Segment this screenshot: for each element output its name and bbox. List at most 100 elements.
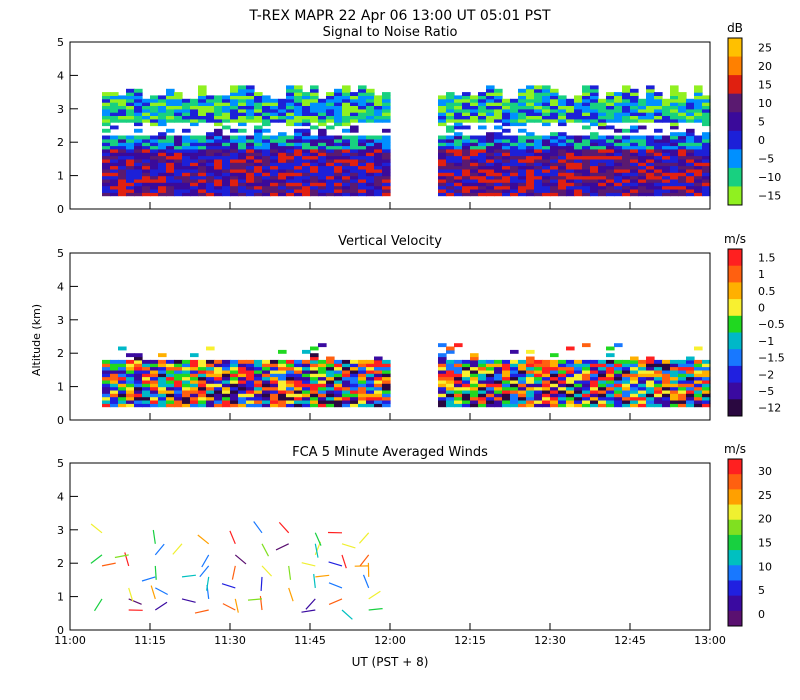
- heatmap-cell: [182, 102, 191, 106]
- heatmap-cell: [598, 115, 607, 120]
- heatmap-cell: [590, 379, 599, 384]
- heatmap-cell: [502, 135, 511, 140]
- heatmap-cell: [694, 369, 703, 374]
- heatmap-cell: [550, 88, 559, 93]
- plot-frame: [69, 462, 711, 631]
- heatmap-cell: [150, 359, 159, 364]
- heatmap-cell: [646, 359, 655, 364]
- x-tick-label: 11:15: [134, 634, 166, 647]
- heatmap-cell: [638, 165, 647, 170]
- heatmap-cell: [126, 353, 135, 358]
- heatmap-cell: [502, 383, 511, 388]
- heatmap-cell: [550, 162, 559, 167]
- heatmap-cell: [366, 383, 375, 388]
- heatmap-cell: [686, 376, 695, 381]
- heatmap-cell: [438, 376, 447, 381]
- heatmap-cell: [654, 393, 663, 398]
- colorbar-swatch: [728, 75, 742, 95]
- heatmap-cell: [582, 158, 591, 163]
- heatmap-cell: [606, 185, 615, 190]
- heatmap-cell: [694, 389, 703, 394]
- heatmap-cell: [582, 142, 591, 147]
- heatmap-cell: [622, 172, 631, 177]
- heatmap-cell: [598, 393, 607, 398]
- heatmap-cell: [134, 379, 143, 384]
- heatmap-cell: [198, 115, 207, 120]
- heatmap-cell: [694, 148, 703, 153]
- heatmap-cell: [598, 125, 607, 130]
- heatmap-cell: [126, 192, 135, 197]
- heatmap-cell: [158, 152, 167, 157]
- heatmap-cell: [654, 92, 663, 96]
- heatmap-cell: [198, 98, 207, 103]
- heatmap-cell: [526, 363, 535, 368]
- heatmap-cell: [494, 175, 503, 180]
- heatmap-cell: [302, 95, 311, 100]
- wind-barb: [314, 543, 319, 558]
- heatmap-cell: [318, 363, 327, 368]
- heatmap-cell: [566, 185, 575, 190]
- heatmap-cell: [294, 178, 303, 183]
- heatmap-cell: [118, 102, 127, 106]
- heatmap-cell: [182, 359, 191, 364]
- heatmap-cell: [110, 125, 119, 130]
- heatmap-cell: [542, 135, 551, 140]
- heatmap-cell: [614, 155, 623, 160]
- heatmap-cell: [278, 383, 287, 388]
- heatmap-cell: [686, 389, 695, 394]
- heatmap-cell: [118, 383, 127, 388]
- heatmap-cell: [342, 189, 351, 193]
- heatmap-cell: [110, 145, 119, 150]
- heatmap-cell: [638, 386, 647, 391]
- heatmap-cell: [526, 108, 535, 113]
- heatmap-cell: [158, 192, 167, 197]
- heatmap-cell: [606, 115, 615, 120]
- heatmap-cell: [606, 142, 615, 147]
- heatmap-cell: [646, 369, 655, 374]
- heatmap-cell: [158, 172, 167, 177]
- heatmap-cell: [654, 359, 663, 364]
- heatmap-cell: [230, 189, 239, 193]
- heatmap-cell: [446, 359, 455, 364]
- heatmap-cell: [630, 386, 639, 391]
- heatmap-cell: [478, 189, 487, 193]
- heatmap-cell: [670, 148, 679, 153]
- heatmap-cell: [582, 178, 591, 183]
- heatmap-cell: [254, 192, 263, 197]
- colorbar-frame: [727, 458, 743, 627]
- heatmap-cell: [294, 373, 303, 378]
- heatmap-cell: [102, 92, 111, 96]
- heatmap-cell: [166, 400, 175, 404]
- heatmap-cell: [350, 102, 359, 106]
- heatmap-cell: [470, 373, 479, 378]
- heatmap-cell: [558, 138, 567, 143]
- heatmap-cell: [350, 369, 359, 374]
- colorbar-label: 25: [758, 489, 772, 502]
- heatmap-cell: [134, 386, 143, 391]
- heatmap-cell: [534, 102, 543, 106]
- heatmap-cell: [382, 373, 391, 378]
- wind-barb: [341, 543, 356, 549]
- heatmap-cell: [342, 396, 351, 401]
- heatmap-cell: [310, 379, 319, 384]
- heatmap-cell: [286, 148, 295, 153]
- heatmap-cell: [278, 369, 287, 374]
- heatmap-cell: [614, 145, 623, 150]
- colorbar-swatch: [728, 112, 742, 132]
- heatmap-cell: [262, 383, 271, 388]
- heatmap-cell: [446, 376, 455, 381]
- heatmap-cell: [278, 115, 287, 120]
- heatmap-cell: [566, 102, 575, 106]
- heatmap-cell: [222, 366, 231, 371]
- snr-panel: Signal to Noise Ratio012345dB2520151050−…: [57, 21, 781, 216]
- heatmap-cell: [246, 396, 255, 401]
- heatmap-cell: [366, 155, 375, 160]
- heatmap-cell: [238, 148, 247, 153]
- heatmap-cell: [350, 95, 359, 100]
- heatmap-cell: [446, 393, 455, 398]
- heatmap-cell: [542, 359, 551, 364]
- colorbar-label: 20: [758, 513, 772, 526]
- heatmap-cell: [142, 376, 151, 381]
- heatmap-cell: [342, 386, 351, 391]
- heatmap-cell: [318, 182, 327, 187]
